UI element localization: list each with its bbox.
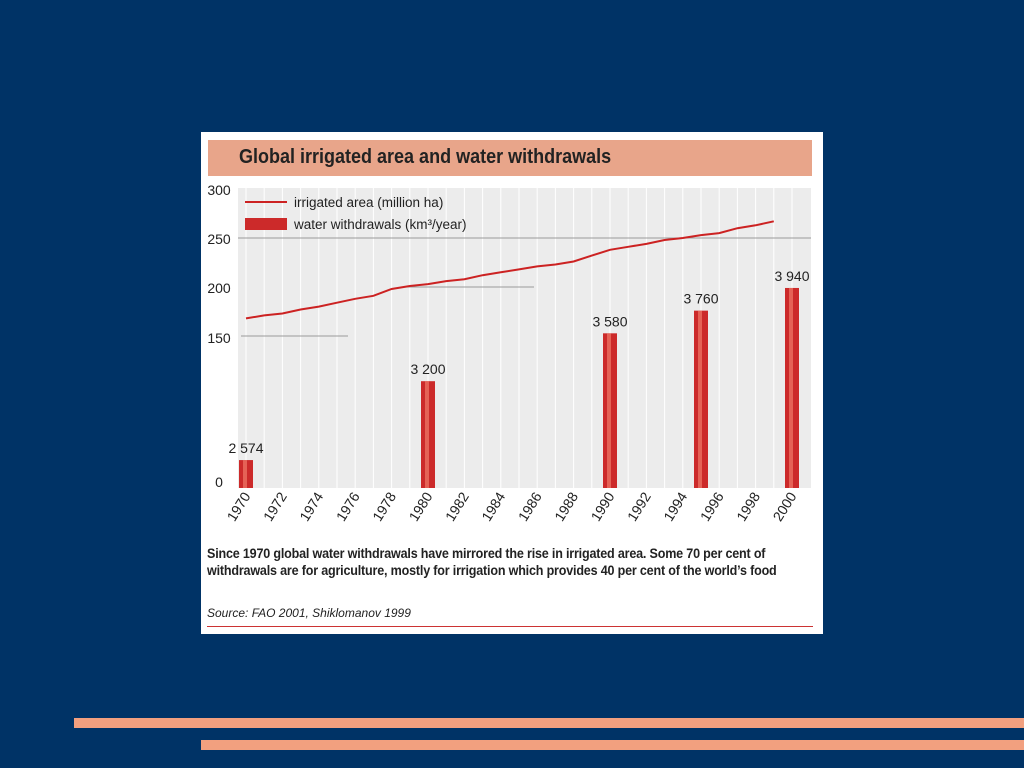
x-tick-label: 1992 — [624, 489, 654, 524]
x-tick-label: 2000 — [769, 489, 799, 524]
bar-value-label: 2 574 — [228, 440, 263, 456]
bar-value-label: 3 580 — [592, 313, 627, 329]
bar-highlight — [789, 287, 793, 488]
chart-caption: Since 1970 global water withdrawals have… — [207, 545, 777, 579]
bar-highlight — [607, 333, 611, 488]
figure-card: Global irrigated area and water withdraw… — [201, 132, 823, 634]
footer-stripe-top — [74, 718, 1024, 728]
bar-value-label: 3 200 — [410, 361, 445, 377]
footer-stripe-bottom — [201, 740, 1024, 750]
x-tick-label: 1990 — [587, 489, 617, 524]
y-tick-label: 250 — [207, 231, 231, 247]
x-tick-label: 1980 — [405, 489, 435, 524]
bar-value-label: 3 760 — [683, 291, 718, 307]
legend-label-irrigated-area: irrigated area (million ha) — [294, 195, 443, 210]
source-divider — [207, 626, 813, 627]
legend-bar-swatch — [245, 218, 287, 230]
x-tick-label: 1976 — [333, 489, 363, 524]
bar-value-label: 3 940 — [774, 268, 809, 284]
y-tick-label: 200 — [207, 280, 231, 296]
y-tick-label: 150 — [207, 330, 231, 346]
x-tick-label: 1970 — [223, 489, 253, 524]
x-tick-label: 1988 — [551, 489, 581, 524]
caption-line-2: withdrawals are for agriculture, mostly … — [207, 563, 777, 578]
title-band: Global irrigated area and water withdraw… — [208, 140, 812, 176]
caption-line-1: Since 1970 global water withdrawals have… — [207, 546, 766, 561]
chart-svg: 2 574 3 200 3 580 3 760 3 940 irrigated area… — [207, 182, 811, 524]
x-tick-label: 1996 — [697, 489, 727, 524]
line-irrigated-area — [245, 220, 775, 320]
x-tick-label: 1982 — [442, 489, 472, 524]
source-note: Source: FAO 2001, Shiklomanov 1999 — [207, 606, 411, 620]
y-tick-label: 0 — [215, 474, 223, 490]
bar-highlight — [243, 460, 247, 488]
x-tick-label: 1984 — [478, 489, 508, 524]
x-tick-label: 1972 — [260, 489, 290, 524]
x-tick-label: 1978 — [369, 489, 399, 524]
x-tick-label: 1986 — [515, 489, 545, 524]
y-tick-label: 300 — [207, 182, 231, 198]
legend-label-water-withdrawals: water withdrawals (km³/year) — [293, 217, 467, 232]
x-tick-label: 1994 — [660, 489, 690, 524]
x-tick-label: 1974 — [296, 489, 326, 524]
plot-area — [238, 187, 811, 488]
chart-title: Global irrigated area and water withdraw… — [239, 146, 612, 168]
bar-highlight — [425, 381, 429, 488]
x-tick-label: 1998 — [733, 489, 763, 524]
bar-highlight — [698, 310, 702, 488]
